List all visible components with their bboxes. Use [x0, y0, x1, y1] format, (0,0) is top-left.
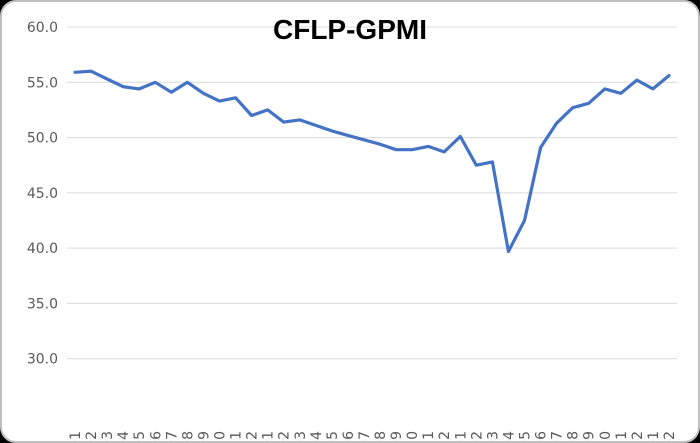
- x-tick-label: 2018.04: [116, 431, 132, 443]
- x-tick-label: 2020.06: [534, 431, 550, 443]
- y-tick-label: 40.0: [27, 241, 58, 257]
- x-tick-label: 2019.04: [309, 431, 325, 443]
- x-tick-label: 2019.10: [405, 431, 421, 443]
- y-tick-label: 50.0: [27, 131, 58, 147]
- x-tick-label: 2019.02: [277, 431, 293, 443]
- x-tick-label: 2021.01: [646, 431, 662, 443]
- x-tick-label: 2019.12: [437, 431, 453, 443]
- y-tick-label: 60.0: [27, 20, 58, 36]
- y-tick-label: 30.0: [27, 352, 58, 368]
- x-tick-label: 2020.12: [630, 431, 646, 443]
- x-tick-label: 2019.06: [341, 431, 357, 443]
- x-tick-label: 2020.02: [469, 431, 485, 443]
- data-line: [73, 69, 671, 254]
- x-tick-label: 2020.01: [453, 431, 469, 443]
- y-tick-label: 35.0: [27, 296, 58, 312]
- x-tick-label: 2020.04: [501, 431, 517, 443]
- x-tick-label: 2019.08: [373, 431, 389, 443]
- x-tick-label: 2020.09: [582, 431, 598, 443]
- x-tick-label: 2020.11: [614, 431, 630, 443]
- x-tick-label: 2019.03: [293, 431, 309, 443]
- x-tick-label: 2018.03: [100, 431, 116, 443]
- x-tick-label: 2018.09: [196, 431, 212, 443]
- x-tick-label: 2018.10: [213, 431, 229, 443]
- x-tick-label: 2018.01: [68, 431, 84, 443]
- x-tick-label: 2020.08: [566, 431, 582, 443]
- x-tick-label: 2020.07: [550, 431, 566, 443]
- x-tick-label: 2019.07: [357, 431, 373, 443]
- x-tick-label: 2020.05: [518, 431, 534, 443]
- x-tick-label: 2021.02: [662, 431, 678, 443]
- x-tick-label: 2018.08: [180, 431, 196, 443]
- x-tick-label: 2019.09: [389, 431, 405, 443]
- x-tick-label: 2018.02: [84, 431, 100, 443]
- x-tick-label: 2020.03: [485, 431, 501, 443]
- y-tick-label: 45.0: [27, 186, 58, 202]
- x-tick-label: 2019.01: [261, 431, 277, 443]
- y-tick-label: 55.0: [27, 75, 58, 91]
- x-tick-label: 2018.06: [148, 431, 164, 443]
- x-tick-label: 2019.11: [421, 431, 437, 443]
- x-tick-label: 2020.10: [598, 431, 614, 443]
- x-tick-label: 2018.12: [245, 431, 261, 443]
- x-tick-label: 2018.07: [164, 431, 180, 443]
- x-tick-label: 2019.05: [325, 431, 341, 443]
- x-tick-label: 2018.05: [132, 431, 148, 443]
- x-tick-label: 2018.11: [229, 431, 245, 443]
